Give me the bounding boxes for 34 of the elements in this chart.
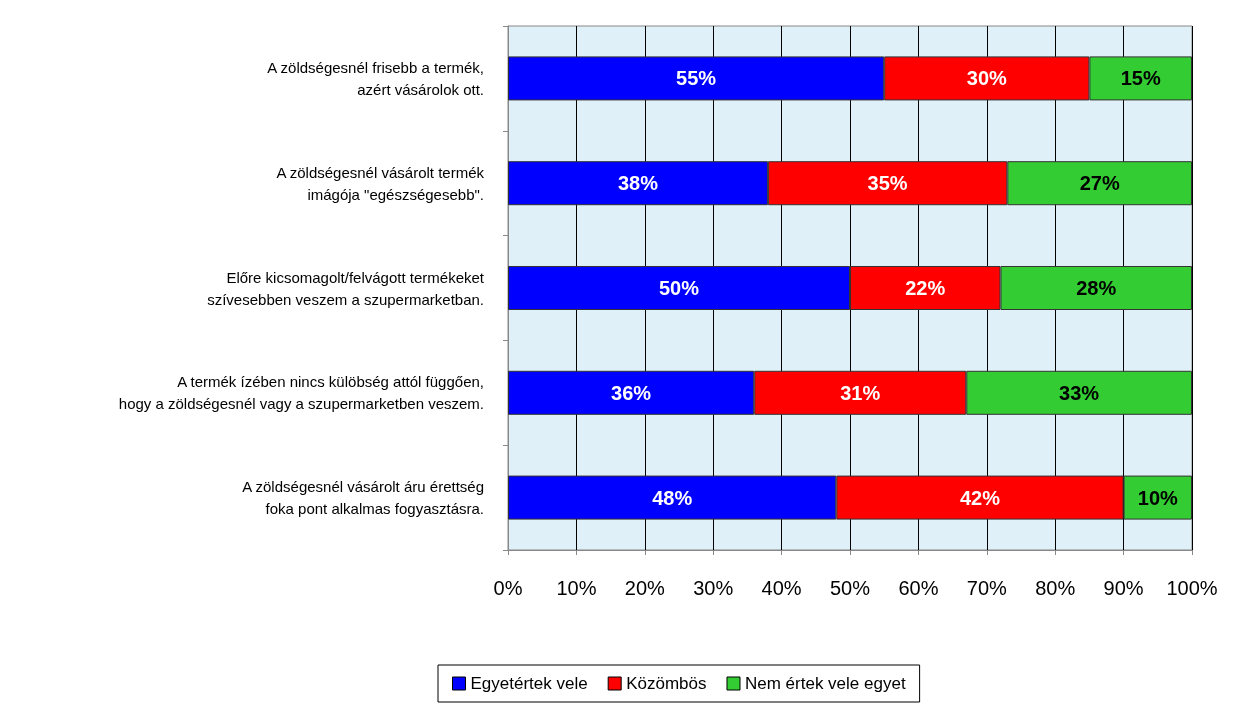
- data-label: 28%: [1076, 277, 1117, 299]
- x-tick-label: 60%: [898, 577, 939, 599]
- data-label: 48%: [652, 486, 693, 509]
- y-tick-label: A termék ízében nincs külöbség attól függően, hogy a zöldségesnél vagy a szupermarketben veszem.: [118, 373, 484, 413]
- data-label: 27%: [1079, 172, 1120, 195]
- x-tick-label: 30%: [693, 577, 734, 599]
- y-tick-label: Előre kicsomagolt/felvágott termékeket szívesebben veszem a szupermarketban.: [207, 268, 485, 308]
- x-tick-label: 40%: [761, 577, 802, 599]
- data-label: 30%: [966, 67, 1008, 90]
- data-label: 55%: [676, 67, 717, 90]
- y-tick-label: A zöldségesnél vásárolt áru érettség foka pont alkalmas fogyasztásra.: [242, 478, 484, 518]
- data-label: 22%: [905, 277, 946, 299]
- x-tick-label: 90%: [1103, 577, 1144, 599]
- x-tick-label: 100%: [1166, 577, 1218, 599]
- data-label: 10%: [1137, 486, 1179, 509]
- legend-label: Nem értek vele egyet: [744, 674, 906, 693]
- y-tick-label: A zöldségesnél vásárolt termék imágója "egészségesebb".: [276, 163, 485, 203]
- legend-label: Egyetértek vele: [470, 674, 588, 693]
- data-label: 33%: [1059, 381, 1100, 404]
- data-label: 38%: [617, 172, 659, 195]
- data-label: 50%: [658, 277, 700, 299]
- x-tick-label: 0%: [493, 577, 523, 599]
- data-label: 15%: [1120, 67, 1161, 90]
- legend-label: Közömbös: [626, 674, 707, 693]
- x-tick-label: 70%: [966, 577, 1008, 599]
- data-label: 36%: [611, 381, 652, 404]
- x-tick-label: 20%: [624, 577, 666, 599]
- x-tick-label: 10%: [556, 577, 597, 599]
- x-tick-label: 80%: [1035, 577, 1076, 599]
- x-tick-label: 50%: [829, 577, 871, 599]
- data-label: 35%: [867, 172, 908, 195]
- data-label: 31%: [840, 381, 881, 404]
- data-label: 42%: [959, 486, 1001, 509]
- y-tick-label: A zöldségesnél frisebb a termék, azért vásárolok ott.: [267, 58, 484, 98]
